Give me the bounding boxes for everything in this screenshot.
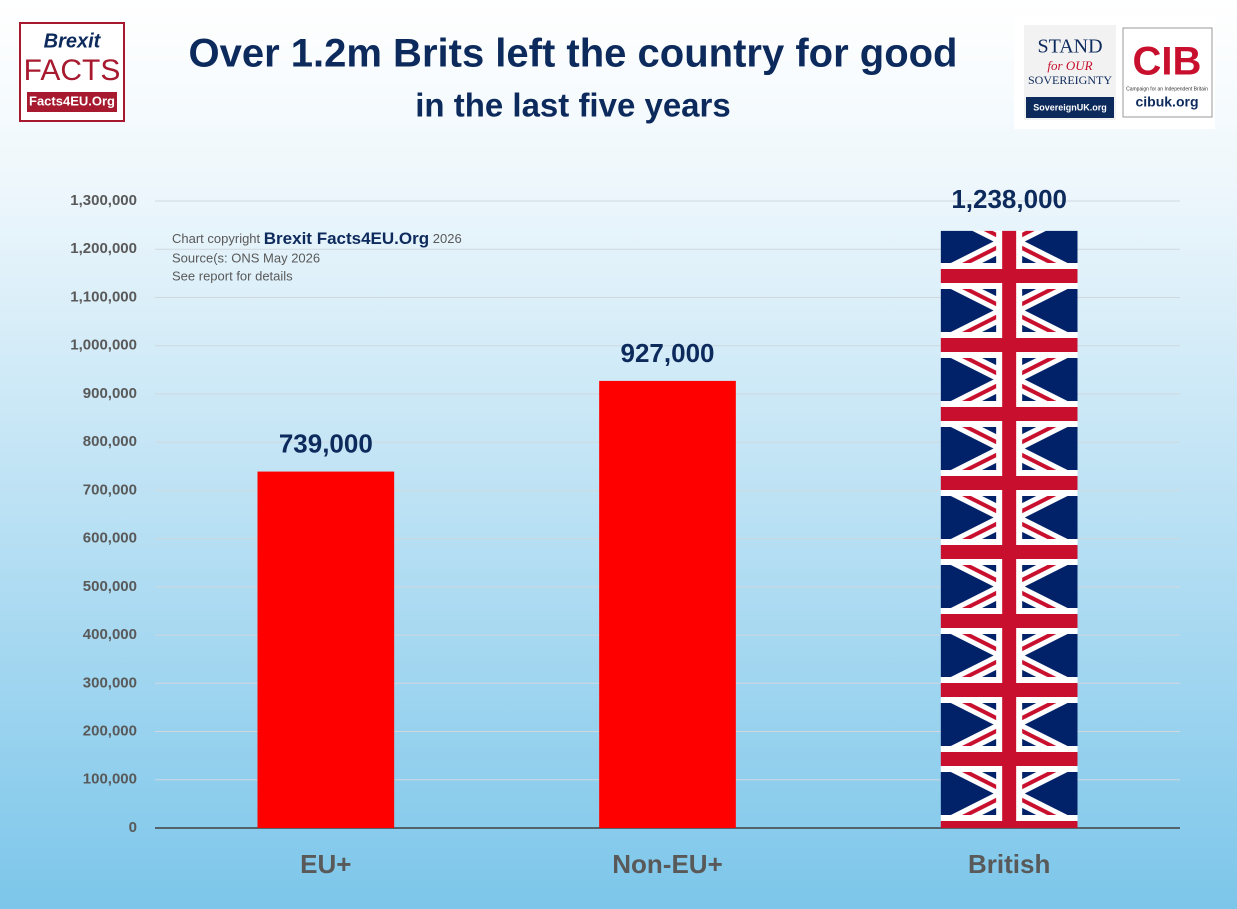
y-tick-label: 400,000 [83, 626, 137, 643]
logo-box [1122, 27, 1213, 118]
bar [257, 471, 395, 828]
value-label: 927,000 [621, 338, 715, 368]
y-tick-label: 200,000 [83, 723, 137, 740]
logo-band [27, 92, 117, 112]
y-tick-label: 600,000 [83, 530, 137, 547]
chart-subtitle: in the last five years [415, 87, 730, 124]
y-tick-label: 900,000 [83, 385, 137, 402]
value-label: 1,238,000 [951, 184, 1067, 214]
logo-text: CIB [1133, 40, 1202, 84]
y-tick-label: 500,000 [83, 578, 137, 595]
logo-band [1026, 97, 1114, 118]
y-tick-label: 100,000 [83, 771, 137, 788]
x-tick-label: British [968, 849, 1050, 879]
bar [940, 230, 1078, 828]
logo-text: for OUR [1047, 58, 1092, 73]
copyright-note: Chart copyright Brexit Facts4EU.Org 2026 [172, 229, 462, 248]
source-note: Source(s: ONS May 2026 [172, 250, 320, 265]
y-tick-label: 0 [129, 819, 137, 836]
bar [599, 380, 736, 828]
logo-text: Campaign for an Independent Britain [1126, 86, 1208, 92]
logo-text: Brexit [44, 30, 102, 52]
x-tick-label: EU+ [300, 849, 351, 879]
details-note: See report for details [172, 268, 293, 283]
y-tick-label: 1,200,000 [70, 240, 137, 257]
chart-title: Over 1.2m Brits left the country for goo… [188, 32, 957, 76]
y-tick-label: 1,000,000 [70, 337, 137, 354]
y-tick-label: 800,000 [83, 433, 137, 450]
value-label: 739,000 [279, 428, 373, 458]
note-text: Chart copyright [172, 231, 261, 246]
y-tick-label: 700,000 [83, 481, 137, 498]
logo-text: SovereignUK.org [1033, 102, 1107, 112]
logo-text: SOVEREIGNTY [1028, 73, 1112, 87]
y-tick-label: 1,300,000 [70, 192, 137, 209]
note-text: 2026 [433, 231, 462, 246]
note-brand: Brexit Facts4EU.Org [264, 229, 429, 248]
logo-brexit-facts: Brexit FACTS Facts4EU.Org [19, 22, 125, 122]
logo-text: cibuk.org [1135, 94, 1198, 110]
logo-text: Facts4EU.Org [29, 93, 115, 108]
x-tick-label: Non-EU+ [612, 849, 723, 879]
logo-text: FACTS [24, 54, 121, 87]
y-tick-label: 300,000 [83, 674, 137, 691]
y-tick-label: 1,100,000 [70, 288, 137, 305]
logo-partners: STAND for OUR SOVEREIGNTY SovereignUK.or… [1014, 17, 1215, 129]
logo-text: STAND [1037, 36, 1102, 58]
